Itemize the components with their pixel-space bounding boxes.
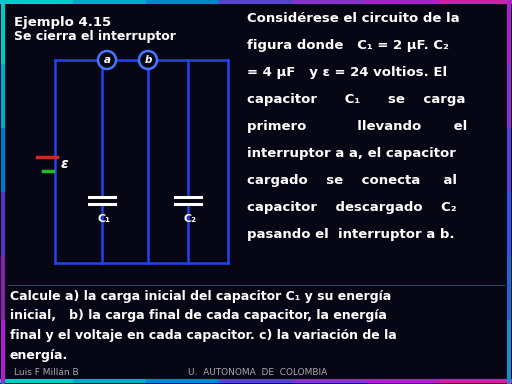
Text: = 4 μF   y ε = 24 voltios. El: = 4 μF y ε = 24 voltios. El <box>247 66 447 79</box>
Circle shape <box>139 51 157 69</box>
Text: capacitor      C₁      se    carga: capacitor C₁ se carga <box>247 93 465 106</box>
Text: cargado    se    conecta     al: cargado se conecta al <box>247 174 457 187</box>
Text: Ejemplo 4.15: Ejemplo 4.15 <box>14 16 111 29</box>
Text: Luis F Millán B: Luis F Millán B <box>14 368 79 377</box>
Text: figura donde   C₁ = 2 μF. C₂: figura donde C₁ = 2 μF. C₂ <box>247 39 449 52</box>
Text: pasando el  interruptor a b.: pasando el interruptor a b. <box>247 228 455 241</box>
Text: Considérese el circuito de la: Considérese el circuito de la <box>247 12 460 25</box>
Text: ε: ε <box>61 157 69 171</box>
Text: Se cierra el interruptor: Se cierra el interruptor <box>14 30 176 43</box>
Text: interruptor a a, el capacitor: interruptor a a, el capacitor <box>247 147 456 160</box>
Text: final y el voltaje en cada capacitor. c) la variación de la: final y el voltaje en cada capacitor. c)… <box>10 329 397 342</box>
Text: inicial,   b) la carga final de cada capacitor, la energía: inicial, b) la carga final de cada capac… <box>10 310 387 323</box>
Text: b: b <box>144 55 152 65</box>
Text: primero           llevando       el: primero llevando el <box>247 120 467 133</box>
Text: U.  AUTONOMA  DE  COLOMBIA: U. AUTONOMA DE COLOMBIA <box>188 368 328 377</box>
Text: capacitor    descargado    C₂: capacitor descargado C₂ <box>247 201 457 214</box>
Circle shape <box>98 51 116 69</box>
Text: energía.: energía. <box>10 349 68 361</box>
Text: Calcule a) la carga inicial del capacitor C₁ y su energía: Calcule a) la carga inicial del capacito… <box>10 290 391 303</box>
Text: C₂: C₂ <box>183 214 197 224</box>
Text: C₁: C₁ <box>97 214 110 224</box>
Text: a: a <box>103 55 111 65</box>
